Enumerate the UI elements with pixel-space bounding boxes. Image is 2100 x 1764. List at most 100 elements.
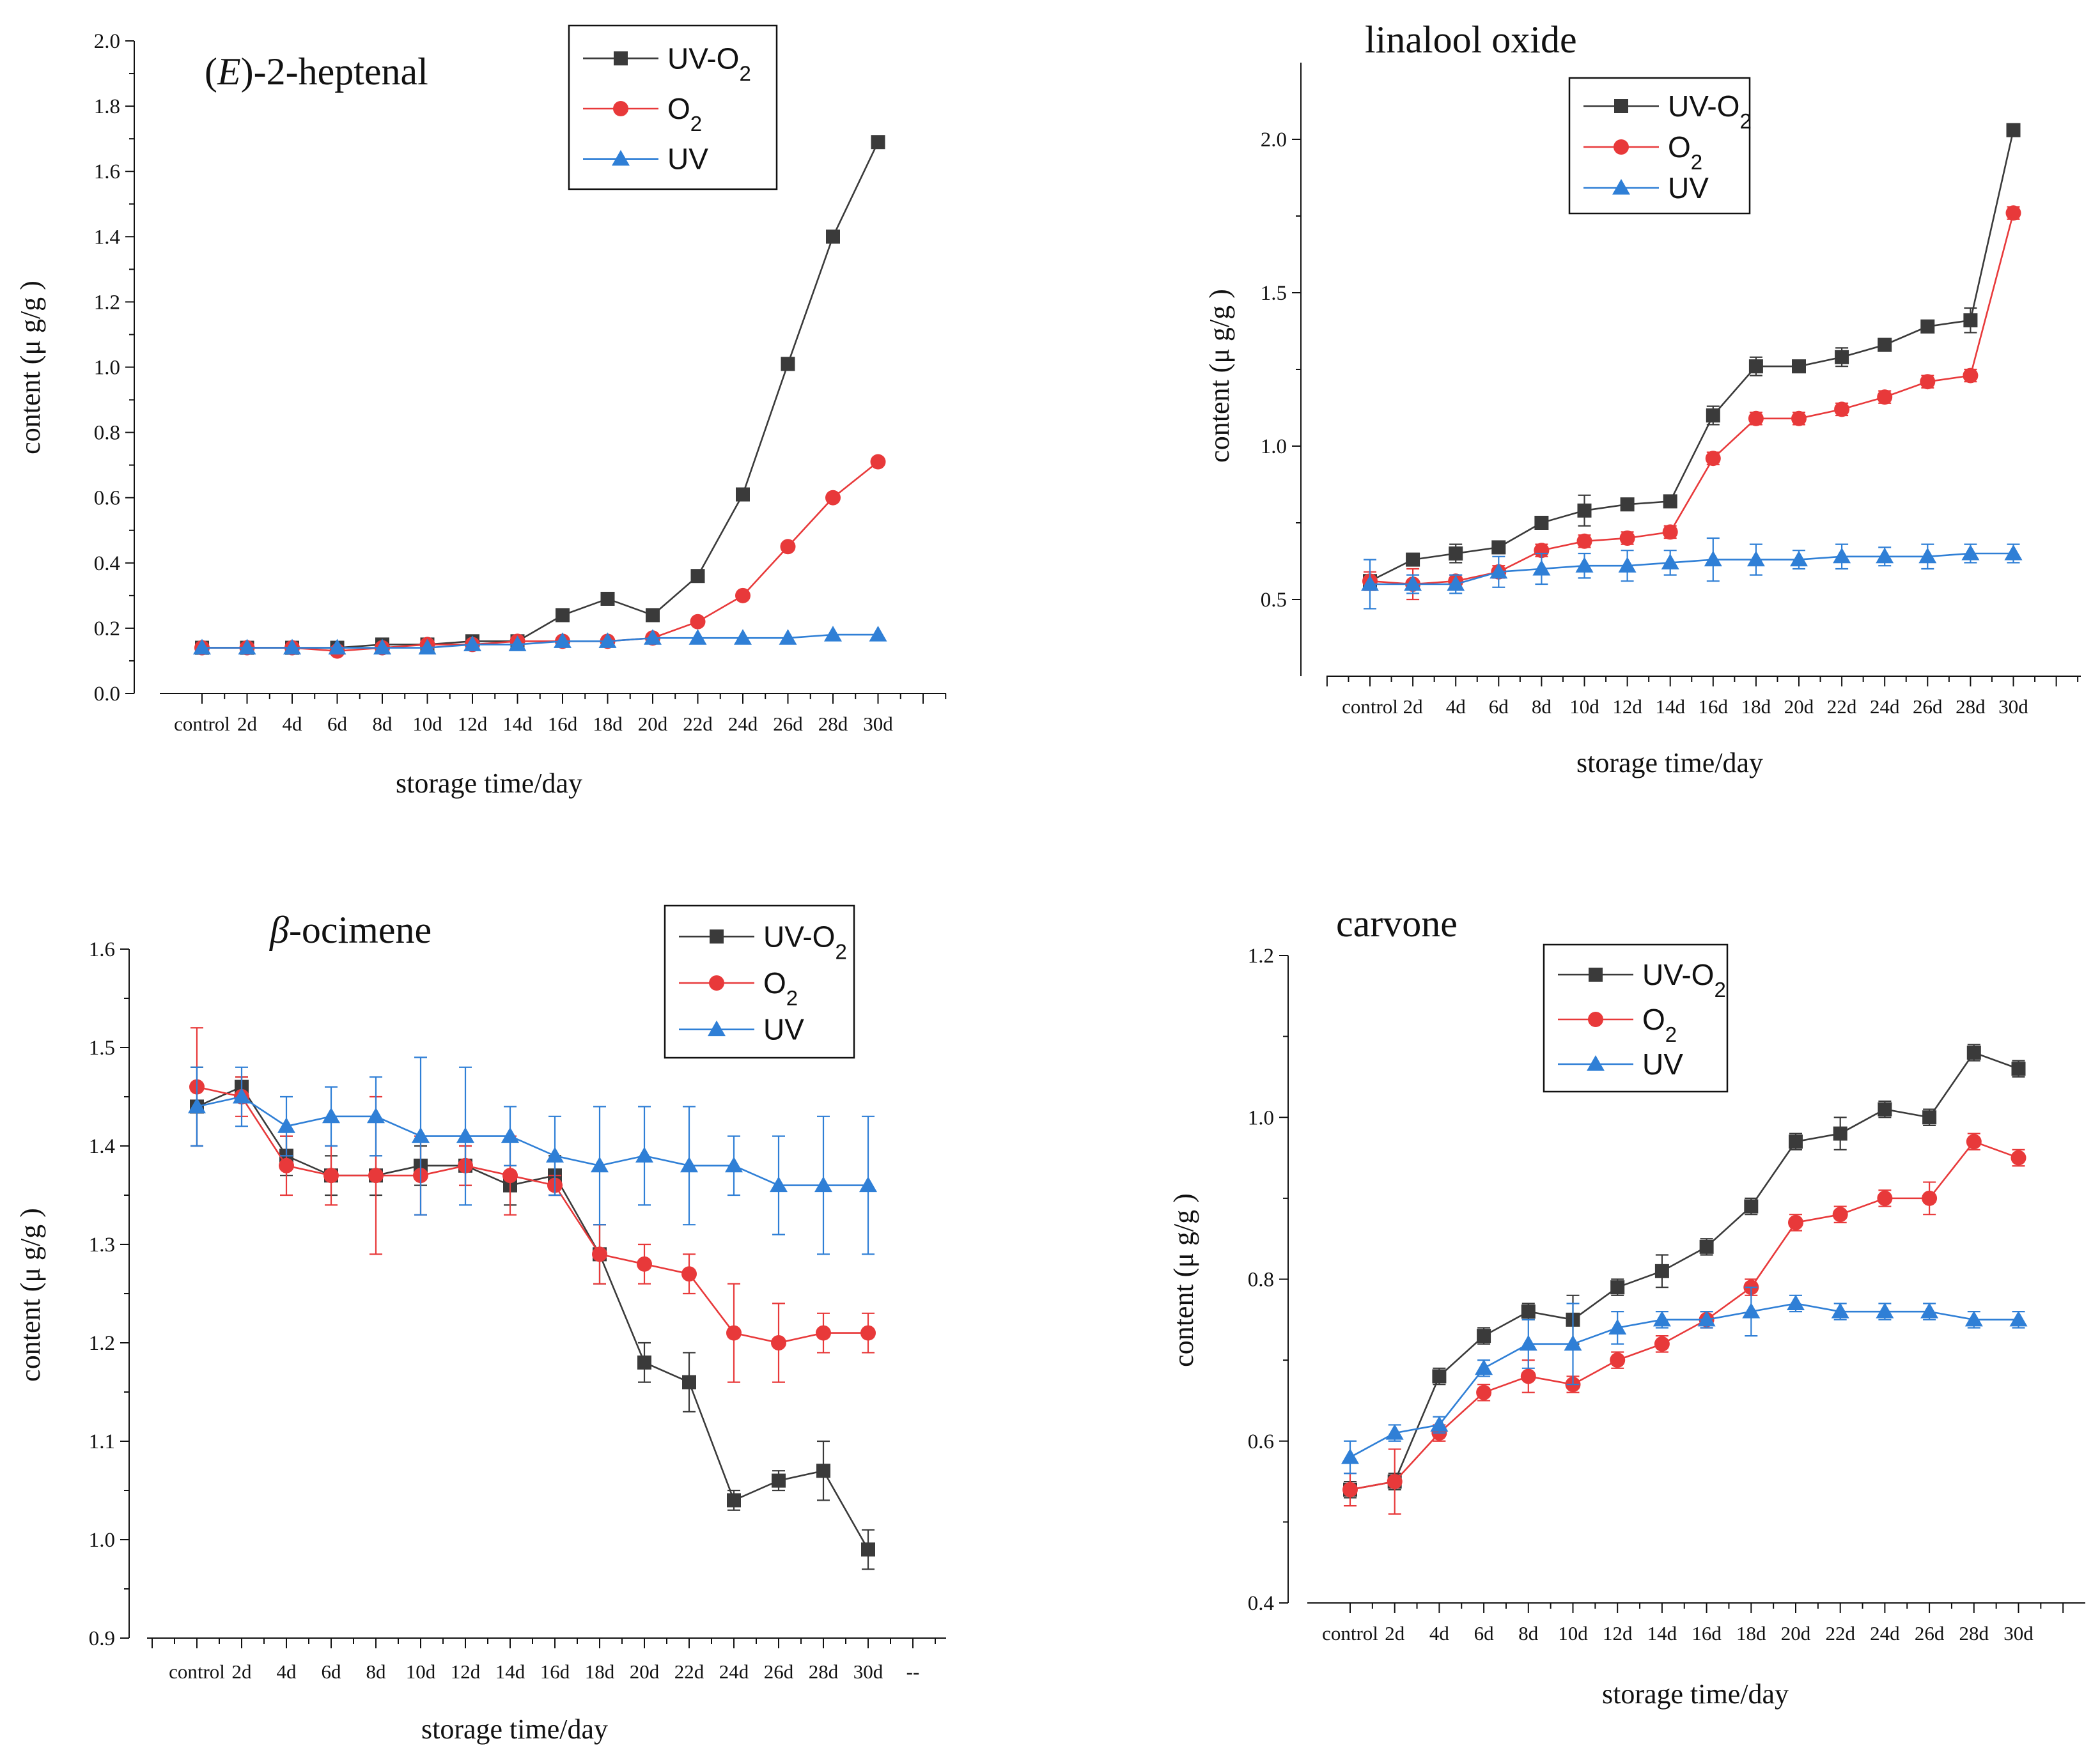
legend-label-main: O [1642, 1003, 1665, 1036]
x-tick-label: 20d [1784, 695, 1814, 718]
series-line [196, 1095, 868, 1186]
data-point [1787, 1294, 1805, 1310]
y-tick-label: 0.2 [94, 617, 120, 640]
data-point [193, 638, 211, 655]
data-point [772, 1473, 786, 1488]
data-point [2006, 123, 2021, 137]
legend-label: UV-O2 [763, 920, 847, 963]
legend-marker [612, 150, 630, 166]
data-point [781, 357, 795, 371]
x-tick-label: 10d [1558, 1622, 1588, 1644]
data-point [1385, 1424, 1404, 1440]
x-tick-label: 2d [232, 1660, 253, 1683]
data-point [682, 1375, 696, 1389]
data-point [816, 1325, 831, 1341]
data-point [646, 608, 660, 623]
y-axis-label: content (μ g/g ) [1204, 289, 1235, 463]
legend-label: O2 [1668, 130, 1702, 174]
series-line [1369, 130, 2014, 582]
data-point [824, 626, 842, 642]
x-tick-label: control [1342, 695, 1398, 718]
data-point [1619, 530, 1635, 546]
y-tick-label: 1.4 [94, 226, 120, 249]
x-tick-label: 14d [1655, 695, 1685, 718]
legend-label-subscript: 2 [1739, 109, 1751, 133]
data-point [690, 569, 705, 584]
data-point [1876, 1303, 1894, 1319]
x-axis-label: storage time/day [1602, 1678, 1789, 1710]
data-point [554, 632, 572, 648]
x-tick-label: 28d [809, 1660, 839, 1683]
data-point [726, 1325, 742, 1341]
series-circle [1342, 1133, 2026, 1515]
data-point [725, 1156, 743, 1173]
x-axis-label: storage time/day [396, 768, 582, 799]
chart-2: 0.5 1.0 1.5 2.0 control 2d 4d 6d 8d 10d 12d 14d 16d 1… [1204, 19, 2081, 778]
data-point [1833, 547, 1851, 564]
data-point [1404, 575, 1422, 591]
chart-title: β-ocimene [269, 909, 432, 951]
legend-label-main: O [667, 92, 690, 125]
data-point [368, 1168, 384, 1184]
data-point [1654, 1336, 1670, 1352]
x-tick-label: 30d [2003, 1622, 2034, 1644]
legend-label-subscript: 2 [1714, 978, 1725, 1002]
data-point [1489, 562, 1508, 579]
y-tick-label: 1.3 [89, 1234, 115, 1257]
x-tick-label: 14d [1647, 1622, 1677, 1644]
y-tick-label: 2.0 [94, 30, 120, 53]
data-point [680, 1156, 698, 1173]
data-point [1699, 1239, 1714, 1254]
data-point [1477, 1329, 1491, 1343]
data-point [1361, 575, 1379, 591]
legend-label: O2 [667, 92, 702, 135]
x-axis-label: storage time/day [421, 1714, 608, 1745]
legend-label-main: UV-O [1642, 958, 1714, 991]
y-tick-label: 0.4 [1248, 1592, 1274, 1615]
data-point [861, 1542, 875, 1557]
data-point [591, 1156, 609, 1173]
x-tick-label: 12d [451, 1660, 481, 1683]
x-tick-label: 30d [863, 713, 893, 735]
y-tick-label: 2.0 [1261, 128, 1287, 151]
series-triangle [193, 626, 887, 655]
data-point [1491, 540, 1506, 555]
data-point [1744, 1199, 1759, 1214]
legend-label-subscript: 2 [739, 61, 751, 85]
legend-marker [709, 975, 724, 991]
data-point [1877, 389, 1893, 405]
y-tick-label: 0.4 [94, 552, 120, 575]
data-point [1341, 1448, 1359, 1464]
data-point [1519, 1335, 1537, 1351]
series-square [1343, 1044, 2026, 1499]
data-point [1532, 560, 1551, 576]
data-point [2009, 1310, 2028, 1327]
series-triangle [1361, 537, 2023, 610]
data-point [779, 629, 797, 645]
legend-label-subscript: 2 [786, 986, 798, 1010]
data-point [1697, 1310, 1716, 1327]
data-point [463, 635, 481, 651]
x-tick-label: 26d [1913, 695, 1943, 718]
x-tick-label: 14d [502, 713, 533, 735]
series-circle [1362, 205, 2021, 601]
data-point [367, 1107, 385, 1124]
data-point [1618, 557, 1637, 573]
x-tick-label: 6d [322, 1660, 342, 1683]
data-point [508, 635, 527, 651]
x-tick-label: 4d [1446, 695, 1466, 718]
x-tick-label: 26d [1915, 1622, 1945, 1644]
x-tick-label: 30d [853, 1660, 883, 1683]
data-point [1834, 401, 1850, 417]
x-tick-label: 30d [1998, 695, 2028, 718]
data-point [870, 454, 886, 470]
chart-title: (E)-2-heptenal [205, 50, 428, 93]
series-circle [189, 1027, 876, 1383]
data-point [1746, 550, 1765, 567]
data-point [501, 1127, 519, 1143]
x-tick-label: 8d [366, 1660, 387, 1683]
x-tick-label: 10d [1569, 695, 1599, 718]
legend-box [1543, 943, 1729, 1093]
